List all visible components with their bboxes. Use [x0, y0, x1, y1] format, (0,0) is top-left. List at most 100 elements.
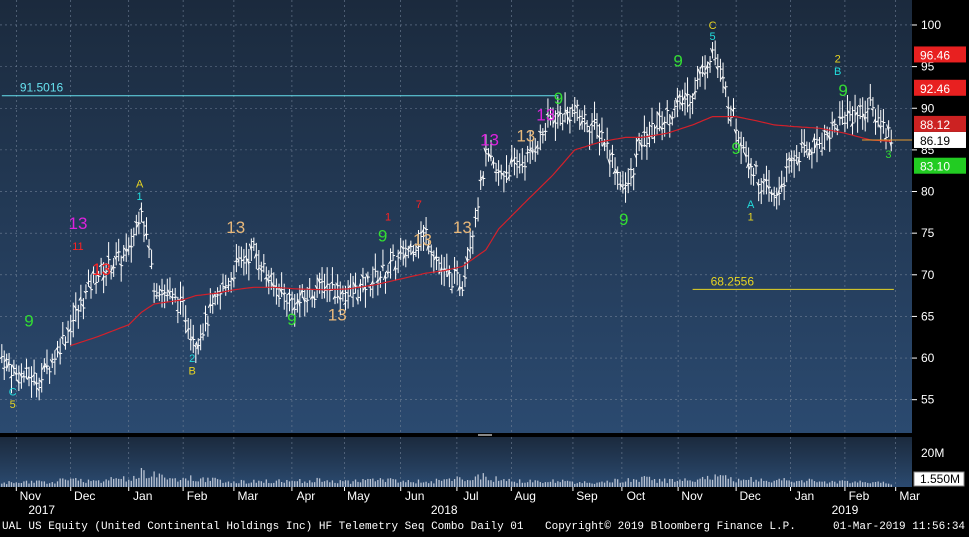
price-bar-open	[330, 281, 333, 284]
price-bar-open	[725, 105, 729, 109]
price-bar-open	[279, 287, 283, 294]
price-bar-open	[620, 185, 624, 188]
price-bar-open	[289, 297, 293, 301]
y-tick-label: 80	[921, 185, 935, 199]
price-bar-open	[355, 297, 359, 302]
x-tick-label: Dec	[74, 489, 95, 503]
price-bar-open	[436, 258, 440, 262]
price-bar-open	[644, 144, 648, 148]
price-bar-open	[393, 265, 397, 271]
x-tick-label: Jul	[463, 489, 478, 503]
price-bar-open	[535, 144, 539, 150]
price-bar-open	[662, 121, 666, 126]
price-bar-open	[44, 363, 48, 370]
price-bar-open	[883, 137, 887, 140]
grid	[0, 0, 912, 487]
price-bar-open	[139, 207, 142, 211]
price-bar-open	[738, 141, 742, 148]
price-bar-open	[322, 291, 325, 294]
y-tick-label: 95	[921, 60, 935, 74]
price-bar-open	[343, 302, 346, 306]
price-bar-open	[170, 295, 173, 299]
price-bar-open	[674, 97, 678, 105]
price-bar-open	[183, 319, 187, 323]
annotation-setup: 9	[554, 89, 563, 108]
price-bar-open	[375, 279, 379, 284]
price-bar-open	[682, 95, 686, 101]
price-bar-open	[702, 72, 706, 76]
price-bar-open	[246, 258, 250, 265]
price-bar-open	[462, 275, 466, 278]
price-bar-open	[572, 112, 575, 115]
price-bar-open	[574, 104, 578, 109]
price-bar-open	[239, 257, 242, 260]
price-bar-open	[118, 263, 122, 266]
price-bar-open	[234, 260, 237, 263]
annotation-countdown: 13	[516, 127, 535, 146]
annotation-yellow: 1	[748, 212, 754, 224]
price-bar-open	[804, 149, 808, 154]
price-bar-open	[855, 111, 859, 116]
price-bar-open	[491, 159, 495, 166]
price-bar-open	[39, 379, 43, 384]
price-bar-open	[350, 296, 354, 298]
annotation-countdown: 13	[226, 218, 245, 237]
price-bar-open	[299, 288, 303, 296]
annotation-sell: 11	[72, 241, 83, 253]
panel-divider[interactable]	[0, 433, 912, 437]
price-bar-open	[636, 137, 640, 142]
price-bar-open	[677, 93, 681, 99]
price-bar-open	[136, 221, 140, 228]
annotation-sell: 1	[385, 212, 391, 224]
price-bar-open	[345, 291, 349, 294]
price-bar-open	[764, 179, 767, 182]
price-bar-open	[870, 108, 874, 111]
price-bar-open	[416, 245, 419, 250]
price-bar-open	[365, 273, 369, 280]
price-bar-open	[218, 290, 221, 293]
price-bar-open	[731, 108, 734, 113]
price-bar-open	[297, 298, 301, 307]
year-label: 2018	[431, 503, 458, 517]
price-bar-open	[108, 270, 112, 273]
price-bar-open	[319, 281, 323, 284]
price-bar-open	[408, 243, 412, 250]
price-bar-open	[449, 288, 453, 291]
x-tick-label: Jan	[133, 489, 152, 503]
x-tick-label: Sep	[576, 489, 598, 503]
price-bar-open	[557, 111, 561, 117]
price-bar-open	[175, 309, 178, 312]
price-tag-label: 88.12	[920, 118, 950, 132]
price-bar-open	[423, 226, 427, 230]
price-bar-open	[685, 92, 688, 98]
y-tick-label: 65	[921, 309, 935, 323]
price-bar-open	[266, 277, 270, 284]
price-bar-open	[337, 295, 341, 300]
price-bar-open	[1, 367, 5, 370]
price-bar-open	[403, 252, 407, 259]
price-bar-open	[113, 255, 117, 260]
price-bar-open	[824, 130, 828, 134]
price-bar-open	[612, 170, 616, 175]
price-bar-open	[493, 171, 497, 174]
annotation-combo: 13	[69, 214, 88, 233]
price-bar-open	[410, 250, 414, 255]
price-bar-open	[628, 168, 632, 171]
price-bar-open	[652, 136, 655, 140]
price-bar-open	[200, 332, 204, 335]
price-bar-open	[80, 303, 84, 307]
level-label: 68.2556	[711, 274, 755, 288]
price-bar-open	[667, 123, 670, 126]
price-bar-open	[388, 260, 391, 265]
price-bar-open	[504, 170, 507, 174]
price-bar-open	[483, 147, 487, 154]
price-bar-open	[116, 251, 120, 254]
price-bar-open	[562, 112, 566, 115]
price-bar-open	[602, 140, 606, 147]
x-axis-background	[0, 487, 912, 519]
price-bar-open	[304, 299, 308, 303]
price-bar-open	[309, 296, 313, 300]
price-bar-open	[543, 130, 546, 133]
price-bar-open	[253, 252, 257, 259]
